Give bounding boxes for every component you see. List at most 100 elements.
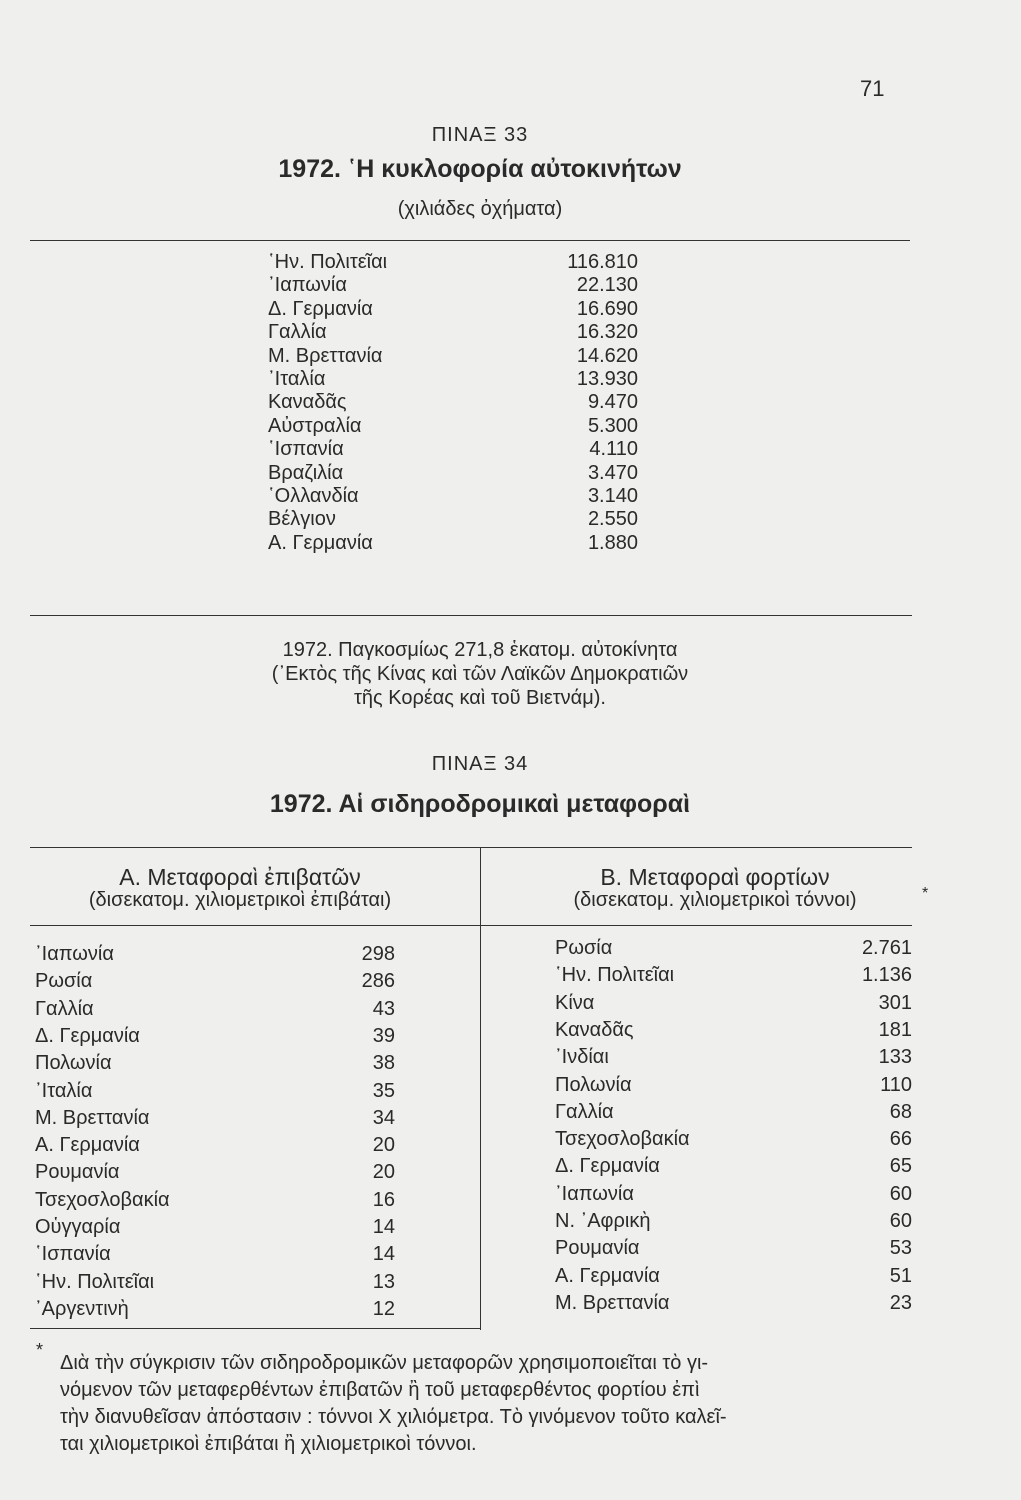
country-name: ᾿Ιταλία [35, 1079, 93, 1102]
value: 53 [889, 1237, 912, 1260]
value: 23 [889, 1291, 912, 1314]
table-row: Δ. Γερμανία 16.690 [268, 298, 638, 321]
country-name: Γαλλία [268, 321, 327, 344]
value: 3.140 [587, 485, 638, 507]
country-name: Μ. Βρεττανία [555, 1291, 670, 1314]
value: 1.880 [587, 531, 638, 554]
value: 13 [372, 1270, 395, 1293]
value: 16.690 [576, 297, 638, 320]
value: 3.470 [587, 461, 638, 484]
value: 301 [878, 991, 912, 1014]
country-name: ῾Ισπανία [35, 1243, 111, 1266]
value: 9.470 [587, 391, 638, 414]
left-subheader: (δισεκατομ. χιλιομετρικοὶ ἐπιβάται) [88, 889, 392, 911]
value: 2.550 [587, 508, 638, 531]
value: 14 [372, 1216, 395, 1238]
table-row: Ρουμανία 53 [555, 1237, 912, 1260]
table-row: Μ. Βρεττανία 34 [35, 1107, 395, 1130]
table-row: ῾Ισπανία 4.110 [268, 438, 638, 461]
country-name: Δ. Γερμανία [35, 1024, 140, 1047]
country-name: ᾿Ιαπωνία [268, 274, 347, 297]
value: 286 [361, 970, 395, 993]
table33-label: ΠΙΝΑΞ 33 [431, 124, 529, 146]
value: 60 [889, 1182, 912, 1205]
value: 20 [372, 1134, 395, 1157]
table34-column-divider [480, 847, 481, 1330]
value: 16.320 [576, 321, 638, 344]
table-row: ᾿Ιαπωνία 22.130 [268, 274, 638, 297]
table-row: Πολωνία 38 [35, 1052, 395, 1075]
value: 20 [372, 1161, 395, 1184]
country-name: Τσεχοσλοβακία [555, 1128, 690, 1151]
table-row: ᾿Ιταλία 13.930 [268, 368, 638, 391]
country-name: Γαλλία [35, 997, 94, 1020]
country-name: Α. Γερμανία [555, 1264, 660, 1287]
country-name: Ρωσία [555, 937, 613, 959]
value: 116.810 [567, 251, 638, 273]
value: 35 [372, 1079, 395, 1102]
value: 22.130 [576, 274, 638, 297]
footnote-line: νόμενον τῶν μεταφερθέντων ἐπιβατῶν ἢ τοῦ… [60, 1379, 700, 1401]
table-row: Βραζιλία 3.470 [268, 462, 638, 485]
table-row: Κίνα 301 [555, 992, 912, 1015]
table-row: Καναδᾶς 9.470 [268, 391, 638, 414]
country-name: Καναδᾶς [555, 1018, 634, 1041]
country-name: Μ. Βρεττανία [268, 344, 383, 367]
country-name: ᾿Ιαπωνία [555, 1182, 634, 1205]
value: 133 [878, 1046, 912, 1069]
table-row: ᾿Ινδίαι 133 [555, 1046, 912, 1069]
table33-bottom-rule [30, 615, 912, 616]
note-line: (᾿Εκτὸς τῆς Κίνας καὶ τῶν Λαϊκῶν Δημοκρα… [271, 663, 689, 685]
country-name: Βέλγιον [268, 508, 336, 531]
value: 298 [361, 943, 395, 965]
value: 16 [372, 1188, 395, 1211]
note-line: τῆς Κορέας καὶ τοῦ Βιετνάμ). [354, 687, 606, 709]
country-name: Ν. ᾿Αφρικὴ [555, 1210, 651, 1232]
table-row: Α. Γερμανία 51 [555, 1265, 912, 1288]
value: 4.110 [589, 438, 638, 461]
value: 12 [372, 1297, 395, 1320]
value: 14.620 [576, 344, 638, 367]
footnote: Διὰ τὴν σύγκρισιν τῶν σιδηροδρομικῶν μετ… [60, 1350, 920, 1458]
country-name: ᾿Ιταλία [268, 368, 326, 390]
table-row: Τσεχοσλοβακία 66 [555, 1128, 912, 1151]
value: 5.300 [587, 414, 638, 437]
note-line: 1972. Παγκοσμίως 271,8 ἑκατομ. αὐτοκίνητ… [282, 639, 678, 661]
country-name: ῾Ολλανδία [268, 485, 359, 507]
value: 39 [372, 1024, 395, 1047]
country-name: ᾿Αργεντινὴ [35, 1297, 129, 1320]
country-name: Ρουμανία [555, 1237, 640, 1260]
value: 13.930 [576, 368, 638, 390]
country-name: Ρωσία [35, 970, 93, 993]
table-row: ῾Ην. Πολιτεῖαι 13 [35, 1271, 395, 1294]
country-name: Μ. Βρεττανία [35, 1106, 150, 1129]
table33-title: 1972. ῾Η κυκλοφορία αὐτοκινήτων [278, 155, 682, 183]
table-row: ῾Ισπανία 14 [35, 1243, 395, 1266]
table33-subtitle: (χιλιάδες ὀχήματα) [397, 198, 563, 220]
value: 66 [889, 1128, 912, 1151]
footnote-line: ται χιλιομετρικοὶ ἐπιβάται ἢ χιλιομετρικ… [60, 1433, 477, 1455]
value: 65 [889, 1155, 912, 1178]
country-name: Δ. Γερμανία [268, 297, 373, 320]
right-subheader: (δισεκατομ. χιλιομετρικοὶ τόννοι) [573, 889, 857, 911]
table-row: Δ. Γερμανία 39 [35, 1025, 395, 1048]
table-row: Ρωσία 286 [35, 970, 395, 993]
table34-label: ΠΙΝΑΞ 34 [431, 753, 529, 775]
table-row: Μ. Βρεττανία 23 [555, 1292, 912, 1315]
country-name: ῾Ισπανία [268, 438, 344, 461]
country-name: ῾Ην. Πολιτεῖαι [35, 1270, 155, 1293]
country-name: Αὐστραλία [268, 414, 362, 437]
value: 60 [889, 1210, 912, 1232]
value: 110 [880, 1073, 912, 1096]
page-number: 71 [860, 76, 885, 101]
country-name: Τσεχοσλοβακία [35, 1188, 170, 1211]
table-row: Πολωνία 110 [555, 1074, 912, 1097]
right-header: Β. Μεταφοραὶ φορτίων [600, 864, 830, 890]
table-row: Τσεχοσλοβακία 16 [35, 1189, 395, 1212]
table-row: Βέλγιον 2.550 [268, 508, 638, 531]
value: 181 [878, 1018, 912, 1041]
country-name: Ρουμανία [35, 1161, 120, 1184]
value: 1.136 [861, 964, 912, 987]
country-name: Γαλλία [555, 1100, 614, 1123]
footnote-line: Διὰ τὴν σύγκρισιν τῶν σιδηροδρομικῶν μετ… [60, 1352, 709, 1374]
